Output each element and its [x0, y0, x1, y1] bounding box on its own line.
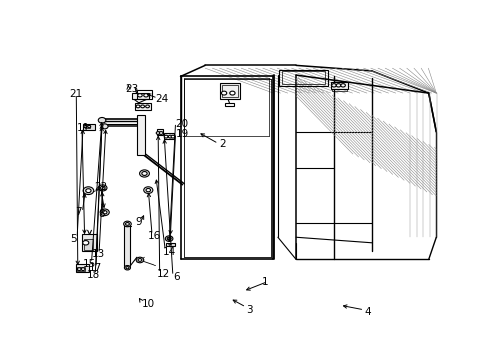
Circle shape: [87, 126, 90, 128]
Bar: [83, 123, 95, 130]
Text: 11: 11: [77, 123, 90, 133]
Circle shape: [99, 185, 107, 191]
Circle shape: [165, 236, 173, 242]
Circle shape: [340, 84, 345, 87]
Text: 22: 22: [94, 182, 107, 192]
Circle shape: [126, 267, 129, 269]
Circle shape: [136, 257, 143, 263]
Bar: [75, 264, 89, 272]
Bar: [156, 129, 163, 135]
Circle shape: [138, 258, 142, 261]
Text: 12: 12: [156, 269, 169, 279]
Circle shape: [167, 237, 171, 240]
Circle shape: [101, 186, 105, 190]
Text: 13: 13: [92, 249, 105, 259]
Circle shape: [143, 187, 153, 193]
Circle shape: [142, 172, 147, 175]
Text: 16: 16: [148, 231, 161, 241]
Bar: [137, 90, 152, 99]
Text: 15: 15: [83, 258, 96, 269]
Bar: [124, 226, 130, 266]
Circle shape: [85, 189, 91, 193]
Circle shape: [146, 188, 150, 192]
Circle shape: [159, 132, 163, 134]
Bar: [132, 93, 149, 99]
Circle shape: [123, 221, 131, 227]
Bar: [330, 82, 347, 89]
Circle shape: [84, 126, 87, 128]
Text: 17: 17: [88, 263, 102, 273]
Circle shape: [145, 105, 149, 108]
Circle shape: [171, 135, 175, 138]
Text: 3: 3: [245, 305, 252, 315]
Circle shape: [164, 135, 168, 138]
Circle shape: [100, 209, 109, 216]
FancyArrowPatch shape: [168, 243, 171, 246]
Bar: [224, 103, 234, 106]
Circle shape: [229, 91, 235, 95]
Text: 4: 4: [364, 307, 370, 317]
Text: 19: 19: [175, 129, 188, 139]
Text: 24: 24: [155, 94, 168, 104]
Bar: [279, 69, 327, 86]
Circle shape: [81, 268, 85, 270]
Circle shape: [336, 84, 340, 87]
Circle shape: [168, 135, 172, 138]
Circle shape: [221, 91, 226, 95]
Text: 1: 1: [262, 276, 268, 287]
Text: 23: 23: [124, 84, 138, 94]
Circle shape: [102, 211, 107, 214]
Bar: [82, 234, 97, 251]
Bar: [135, 103, 150, 110]
Bar: [84, 125, 90, 128]
Text: 2: 2: [219, 139, 225, 149]
Text: 5: 5: [70, 234, 77, 244]
Circle shape: [139, 170, 149, 177]
Bar: [77, 267, 84, 271]
Circle shape: [138, 94, 142, 97]
Text: 21: 21: [69, 89, 82, 99]
Circle shape: [98, 117, 105, 123]
Text: 8: 8: [98, 209, 104, 219]
Bar: [219, 84, 240, 99]
Circle shape: [141, 105, 144, 108]
Circle shape: [136, 105, 140, 108]
Circle shape: [125, 222, 129, 225]
Bar: [282, 72, 325, 84]
Bar: [137, 115, 145, 156]
Text: 9: 9: [135, 217, 142, 227]
Bar: [84, 239, 93, 250]
Bar: [165, 243, 175, 246]
Text: 20: 20: [175, 118, 188, 129]
Bar: [222, 85, 237, 97]
Circle shape: [331, 84, 336, 87]
Text: 6: 6: [173, 273, 179, 283]
Bar: [164, 133, 173, 139]
Text: 18: 18: [87, 270, 100, 280]
Circle shape: [143, 94, 148, 97]
Text: 10: 10: [141, 299, 154, 309]
Text: 14: 14: [163, 247, 176, 257]
Circle shape: [124, 266, 130, 270]
Circle shape: [156, 132, 160, 134]
Circle shape: [101, 124, 108, 129]
Circle shape: [82, 240, 89, 245]
Circle shape: [83, 187, 94, 194]
Circle shape: [77, 268, 81, 270]
Bar: [331, 89, 346, 91]
Text: 7: 7: [75, 207, 82, 217]
